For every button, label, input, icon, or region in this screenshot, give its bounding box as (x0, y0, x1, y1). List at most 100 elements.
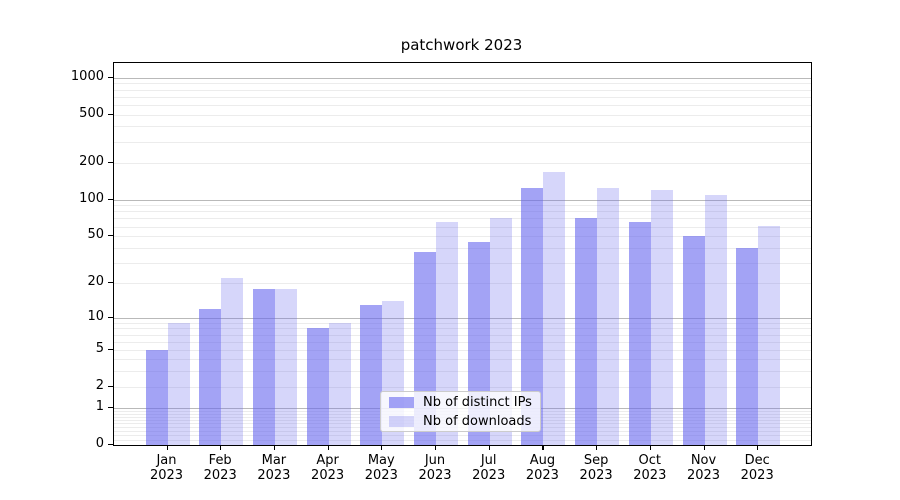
y-tick-label: 1000 (70, 68, 104, 84)
x-tick-month: Nov (690, 453, 717, 468)
legend-swatch-downloads (389, 415, 414, 427)
x-tick-mark (435, 445, 437, 450)
legend-label-distinct-ips: Nb of distinct IPs (423, 394, 532, 410)
x-tick-label: Oct 2023 (619, 453, 681, 483)
y-tick-label: 100 (79, 190, 104, 206)
x-tick-year: 2023 (311, 468, 345, 483)
gridline-minor (114, 439, 811, 441)
legend-item-downloads: Nb of downloads (389, 414, 532, 429)
x-tick-label: Sep 2023 (565, 453, 627, 483)
y-tick-mark (108, 385, 113, 387)
gridline-minor (114, 359, 811, 361)
gridline-minor (114, 141, 811, 143)
y-tick-mark (108, 444, 113, 446)
x-tick-month: May (367, 453, 395, 468)
x-tick-month: Sep (583, 453, 609, 468)
x-tick-year: 2023 (364, 468, 398, 483)
y-tick-mark (108, 113, 113, 115)
bar-downloads (436, 222, 458, 445)
bar-downloads (167, 322, 190, 445)
y-tick-mark (108, 282, 113, 284)
gridline-minor (114, 322, 811, 324)
x-tick-year: 2023 (418, 468, 452, 483)
bar-distinct-ips (252, 288, 275, 445)
gridline-minor (114, 104, 811, 106)
y-tick-label: 50 (87, 227, 104, 242)
gridline-minor (114, 386, 811, 388)
x-tick-label: Mar 2023 (243, 453, 305, 483)
y-tick-label: 20 (87, 274, 104, 290)
legend-item-distinct-ips: Nb of distinct IPs (389, 395, 532, 410)
gridline-major (114, 199, 811, 201)
x-tick-year: 2023 (525, 468, 559, 483)
gridline-minor (114, 211, 811, 213)
gridline-minor (114, 349, 811, 351)
gridline-minor (114, 371, 811, 373)
bar-distinct-ips (360, 304, 383, 445)
x-tick-month: Aug (529, 453, 556, 468)
bar-downloads (543, 171, 566, 445)
x-tick-year: 2023 (472, 468, 506, 483)
y-tick-label: 0 (95, 436, 104, 451)
y-tick-label: 5 (95, 340, 104, 356)
x-tick-month: Feb (208, 453, 232, 468)
bar-distinct-ips (199, 308, 222, 445)
bar-downloads (221, 278, 244, 445)
x-tick-month: Oct (638, 453, 662, 468)
gridline-minor (114, 236, 811, 237)
gridline-minor (114, 83, 811, 85)
gridline-minor (114, 435, 811, 437)
bar-distinct-ips (628, 221, 651, 445)
bar-distinct-ips (306, 328, 329, 445)
x-tick-mark (703, 445, 705, 450)
y-tick-mark (108, 235, 113, 237)
legend: Nb of distinct IPs Nb of downloads (380, 391, 541, 432)
y-tick-mark (108, 407, 113, 409)
bar-downloads (489, 218, 512, 445)
bar-downloads (597, 188, 620, 445)
x-tick-mark (381, 445, 383, 450)
gridline-minor (114, 226, 811, 228)
gridline-minor (114, 283, 811, 285)
x-tick-mark (273, 445, 276, 450)
gridline-minor (114, 114, 811, 116)
x-tick-mark (757, 445, 759, 450)
bar-distinct-ips (145, 349, 168, 445)
x-tick-label: May 2023 (350, 453, 412, 483)
x-tick-month: Dec (744, 453, 770, 468)
x-tick-year: 2023 (740, 468, 774, 483)
x-tick-year: 2023 (203, 468, 237, 483)
gridline-minor (114, 163, 811, 165)
gridline-minor (114, 126, 811, 128)
gridline-minor (114, 89, 811, 91)
gridline-minor (114, 262, 811, 264)
x-tick-label: Jan 2023 (136, 453, 198, 483)
bar-distinct-ips (521, 187, 544, 445)
x-tick-mark (166, 445, 168, 450)
x-tick-mark (488, 445, 490, 450)
gridline-minor (114, 96, 811, 98)
gridline-minor (114, 341, 811, 343)
x-tick-mark (220, 445, 222, 450)
x-tick-label: Jun 2023 (404, 453, 466, 483)
gridline-major (114, 317, 811, 319)
x-tick-mark (596, 445, 598, 450)
bar-downloads (704, 194, 727, 445)
gridline-minor (114, 247, 811, 249)
y-tick-label: 1 (95, 399, 104, 415)
y-tick-label: 500 (79, 105, 104, 121)
x-tick-month: Jun (424, 453, 446, 468)
x-tick-month: Apr (316, 453, 339, 468)
y-tick-mark (108, 198, 113, 200)
x-tick-label: Dec 2023 (726, 453, 788, 483)
gridline-minor (114, 328, 811, 330)
bar-distinct-ips (682, 236, 705, 445)
y-tick-mark (108, 162, 113, 164)
y-tick-mark (108, 76, 113, 78)
x-tick-label: Aug 2023 (511, 453, 573, 483)
x-tick-label: Feb 2023 (189, 453, 251, 483)
plot-area: Nb of distinct IPs Nb of downloads (113, 62, 812, 446)
y-tick-mark (108, 348, 113, 350)
x-tick-year: 2023 (686, 468, 721, 483)
